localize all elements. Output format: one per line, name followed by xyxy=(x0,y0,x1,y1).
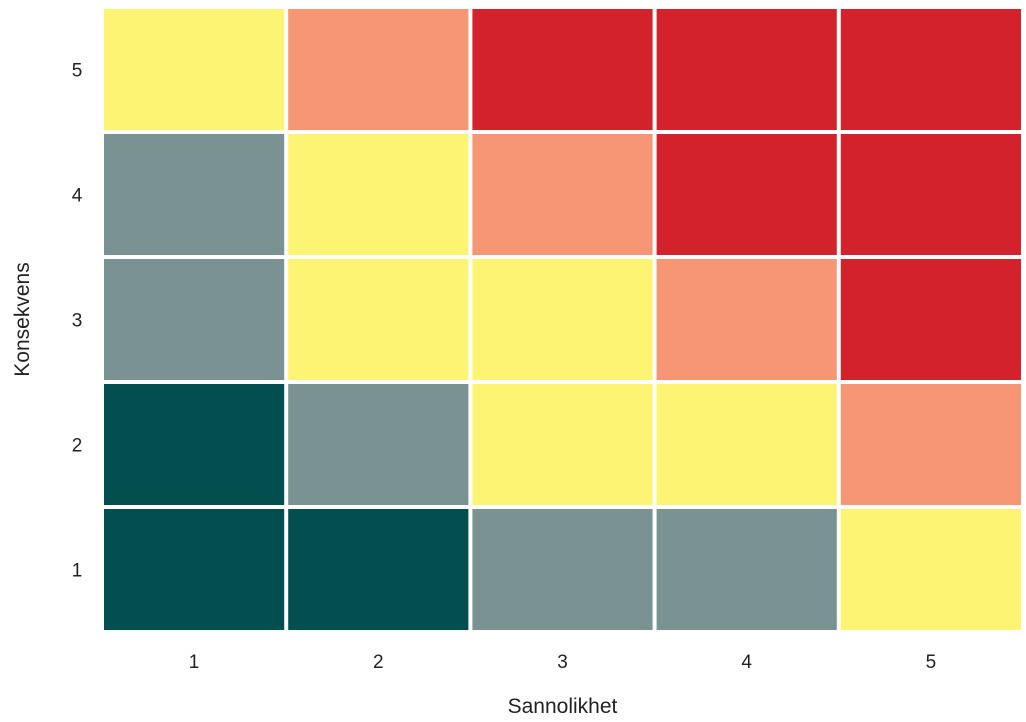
x-tick-label: 5 xyxy=(926,652,937,673)
heatmap-cell-x5-y1 xyxy=(840,509,1021,630)
heatmap-cell-x3-y2 xyxy=(472,384,653,505)
y-tick-label: 4 xyxy=(72,186,83,207)
heatmap-cells xyxy=(104,9,1021,630)
x-tick-labels: 1 2 3 4 5 xyxy=(189,652,936,673)
y-tick-label: 5 xyxy=(72,61,83,82)
heatmap-cell-x3-y4 xyxy=(472,134,653,255)
heatmap-cell-x5-y3 xyxy=(840,259,1021,380)
heatmap-cell-x4-y5 xyxy=(656,9,837,130)
heatmap-cell-x5-y4 xyxy=(840,134,1021,255)
heatmap-cell-x5-y2 xyxy=(840,384,1021,505)
x-tick-label: 2 xyxy=(373,652,384,673)
heatmap-cell-x2-y2 xyxy=(288,384,469,505)
heatmap-cell-x3-y1 xyxy=(472,509,653,630)
heatmap-cell-x2-y5 xyxy=(288,9,469,130)
heatmap-cell-x4-y3 xyxy=(656,259,837,380)
heatmap-cell-x1-y5 xyxy=(104,9,285,130)
heatmap-cell-x1-y2 xyxy=(104,384,285,505)
heatmap-cell-x2-y4 xyxy=(288,134,469,255)
x-tick-label: 1 xyxy=(189,652,200,673)
x-tick-label: 4 xyxy=(741,652,752,673)
y-axis-label: Konsekvens xyxy=(11,262,34,376)
heatmap-cell-x2-y3 xyxy=(288,259,469,380)
y-tick-label: 3 xyxy=(72,311,83,332)
x-axis-label: Sannolikhet xyxy=(508,695,618,717)
x-tick-label: 3 xyxy=(557,652,568,673)
heatmap-cell-x1-y1 xyxy=(104,509,285,630)
y-tick-label: 1 xyxy=(72,561,83,582)
y-tick-labels: 1 2 3 4 5 xyxy=(72,61,83,582)
heatmap-cell-x5-y5 xyxy=(840,9,1021,130)
heatmap-cell-x4-y2 xyxy=(656,384,837,505)
heatmap-cell-x2-y1 xyxy=(288,509,469,630)
heatmap-cell-x3-y3 xyxy=(472,259,653,380)
heatmap-cell-x4-y1 xyxy=(656,509,837,630)
heatmap-cell-x4-y4 xyxy=(656,134,837,255)
heatmap-cell-x1-y3 xyxy=(104,259,285,380)
heatmap-cell-x3-y5 xyxy=(472,9,653,130)
heatmap-cell-x1-y4 xyxy=(104,134,285,255)
y-tick-label: 2 xyxy=(72,436,83,457)
